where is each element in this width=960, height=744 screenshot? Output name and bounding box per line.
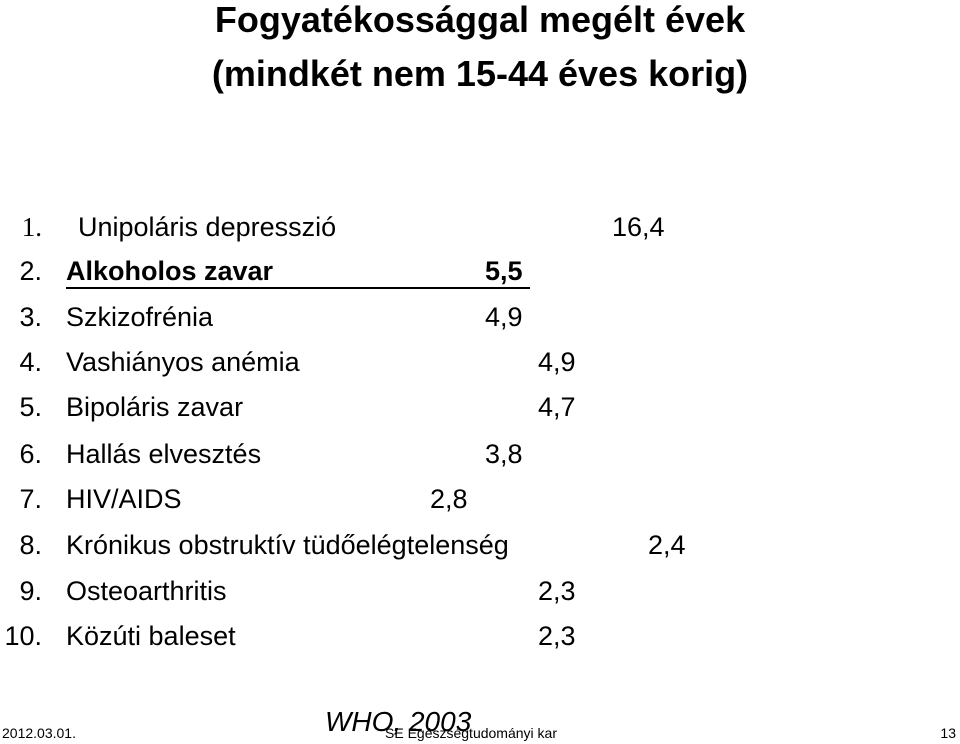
item-value: 3,8	[485, 439, 523, 469]
item-number: 6.	[19, 439, 42, 469]
item-number: 7.	[19, 484, 42, 514]
item-number: 2.	[19, 256, 42, 286]
item-value: 2,3	[538, 621, 576, 651]
underline	[66, 287, 530, 289]
item-number: 1.	[21, 212, 42, 242]
item-name: HIV/AIDS	[66, 484, 182, 514]
item-value: 4,9	[538, 347, 576, 377]
item-number: 10.	[4, 621, 42, 651]
item-number: 9.	[19, 576, 42, 606]
footer-page: 13	[940, 725, 956, 741]
footer-date: 2012.03.01.	[2, 725, 76, 741]
item-value: 2,4	[648, 530, 686, 560]
item-value: 5,5	[485, 256, 523, 286]
item-name: Vashiányos anémia	[66, 347, 300, 377]
item-value: 2,3	[538, 576, 576, 606]
title-line: Fogyatékossággal megélt évek	[214, 0, 746, 40]
item-name: Bipoláris zavar	[66, 392, 244, 422]
item-value: 2,8	[430, 484, 468, 514]
item-name: Osteoarthritis	[66, 576, 227, 606]
footer-institution: SE Egészségtudományi kar	[385, 725, 557, 741]
item-value: 4,9	[485, 302, 523, 332]
item-name: Szkizofrénia	[66, 302, 214, 332]
item-number: 8.	[19, 530, 42, 560]
item-name: Közúti baleset	[66, 621, 236, 651]
item-number: 3.	[19, 302, 42, 332]
item-name: Unipoláris depresszió	[78, 212, 337, 242]
item-name: Hallás elvesztés	[66, 439, 262, 469]
item-name: Alkoholos zavar	[66, 256, 274, 286]
item-value: 16,4	[612, 212, 665, 242]
item-value: 4,7	[538, 392, 576, 422]
footer-source: WHO, 2003	[325, 706, 472, 737]
item-number: 4.	[19, 347, 42, 377]
item-name: Krónikus obstruktív tüdőelégtelenség	[66, 530, 509, 560]
title-line: (mindkét nem 15-44 éves korig)	[211, 53, 749, 94]
item-number: 5.	[19, 392, 42, 422]
